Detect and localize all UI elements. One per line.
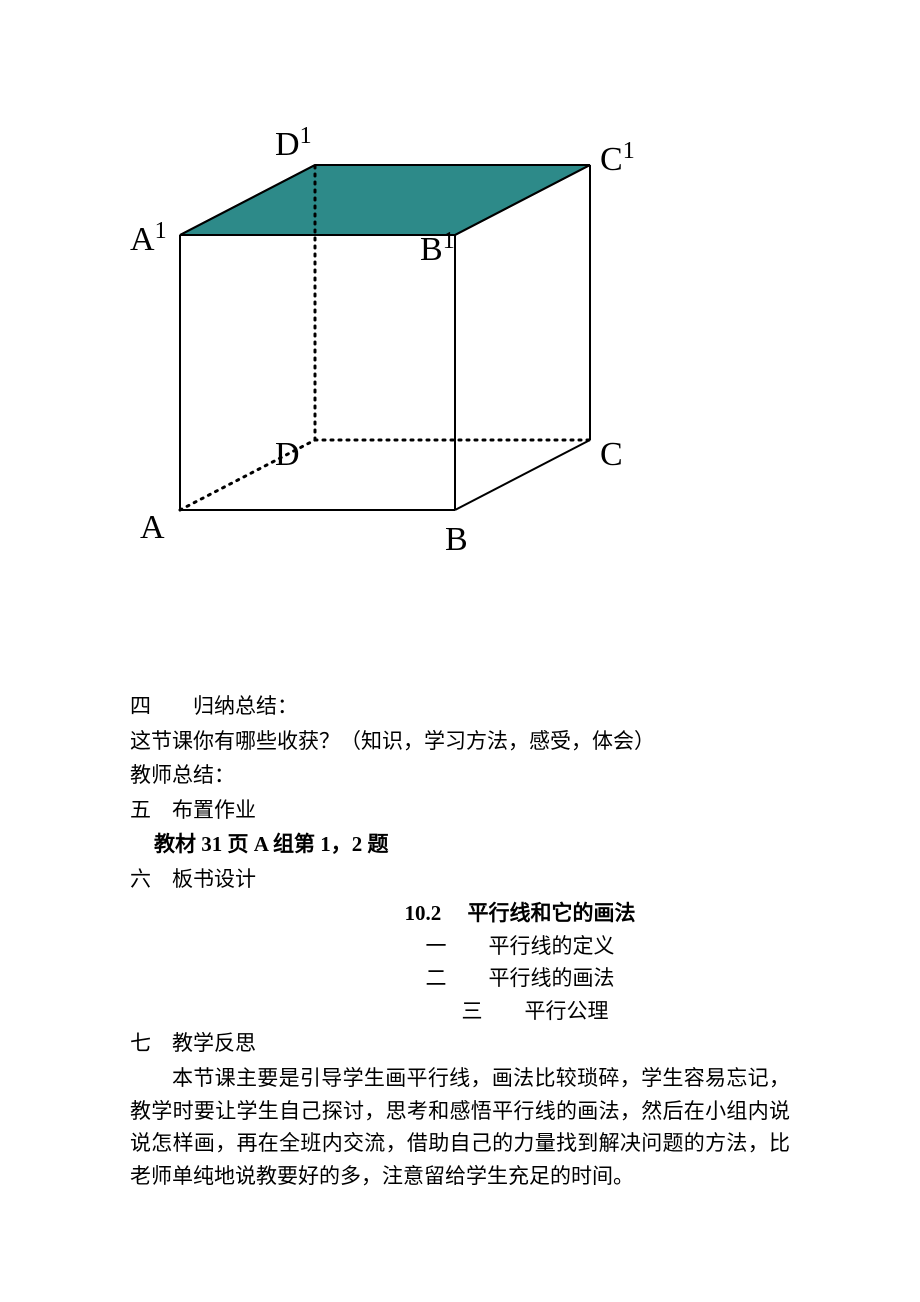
section-6-item1: 一 平行线的定义: [250, 930, 790, 963]
section-4-teacher: 教师总结：: [130, 759, 790, 792]
section-7-paragraph: 本节课主要是引导学生画平行线，画法比较琐碎，学生容易忘记，教学时要让学生自己探讨…: [130, 1062, 790, 1192]
svg-text:A: A: [140, 509, 165, 546]
section-6-item3: 三 平行公理: [280, 995, 790, 1028]
svg-text:D: D: [275, 436, 300, 473]
cube-top-face: [180, 165, 590, 235]
section-4-title: 四 归纳总结：: [130, 690, 790, 723]
svg-text:B1: B1: [420, 228, 455, 268]
section-5-homework: 教材 31 页 A 组第 1，2 题: [130, 828, 790, 861]
document-text: 四 归纳总结： 这节课你有哪些收获？（知识，学习方法，感受，体会） 教师总结： …: [130, 690, 790, 1192]
section-6-header: 10.2 平行线和它的画法: [250, 897, 790, 930]
section-7-title: 七 教学反思: [130, 1027, 790, 1060]
svg-text:C: C: [600, 436, 623, 473]
cube-diagram: A B C D A1 B1 C1 D1: [130, 70, 710, 570]
section-6-item2: 二 平行线的画法: [250, 962, 790, 995]
cube-svg: A B C D A1 B1 C1 D1: [130, 70, 710, 570]
svg-text:D1: D1: [275, 123, 312, 163]
svg-text:A1: A1: [130, 218, 167, 258]
section-6-title: 六 板书设计: [130, 863, 790, 896]
section-5-title: 五 布置作业: [130, 794, 790, 827]
svg-text:B: B: [445, 521, 468, 558]
section-4-question: 这节课你有哪些收获？（知识，学习方法，感受，体会）: [130, 725, 790, 758]
svg-text:C1: C1: [600, 138, 635, 178]
